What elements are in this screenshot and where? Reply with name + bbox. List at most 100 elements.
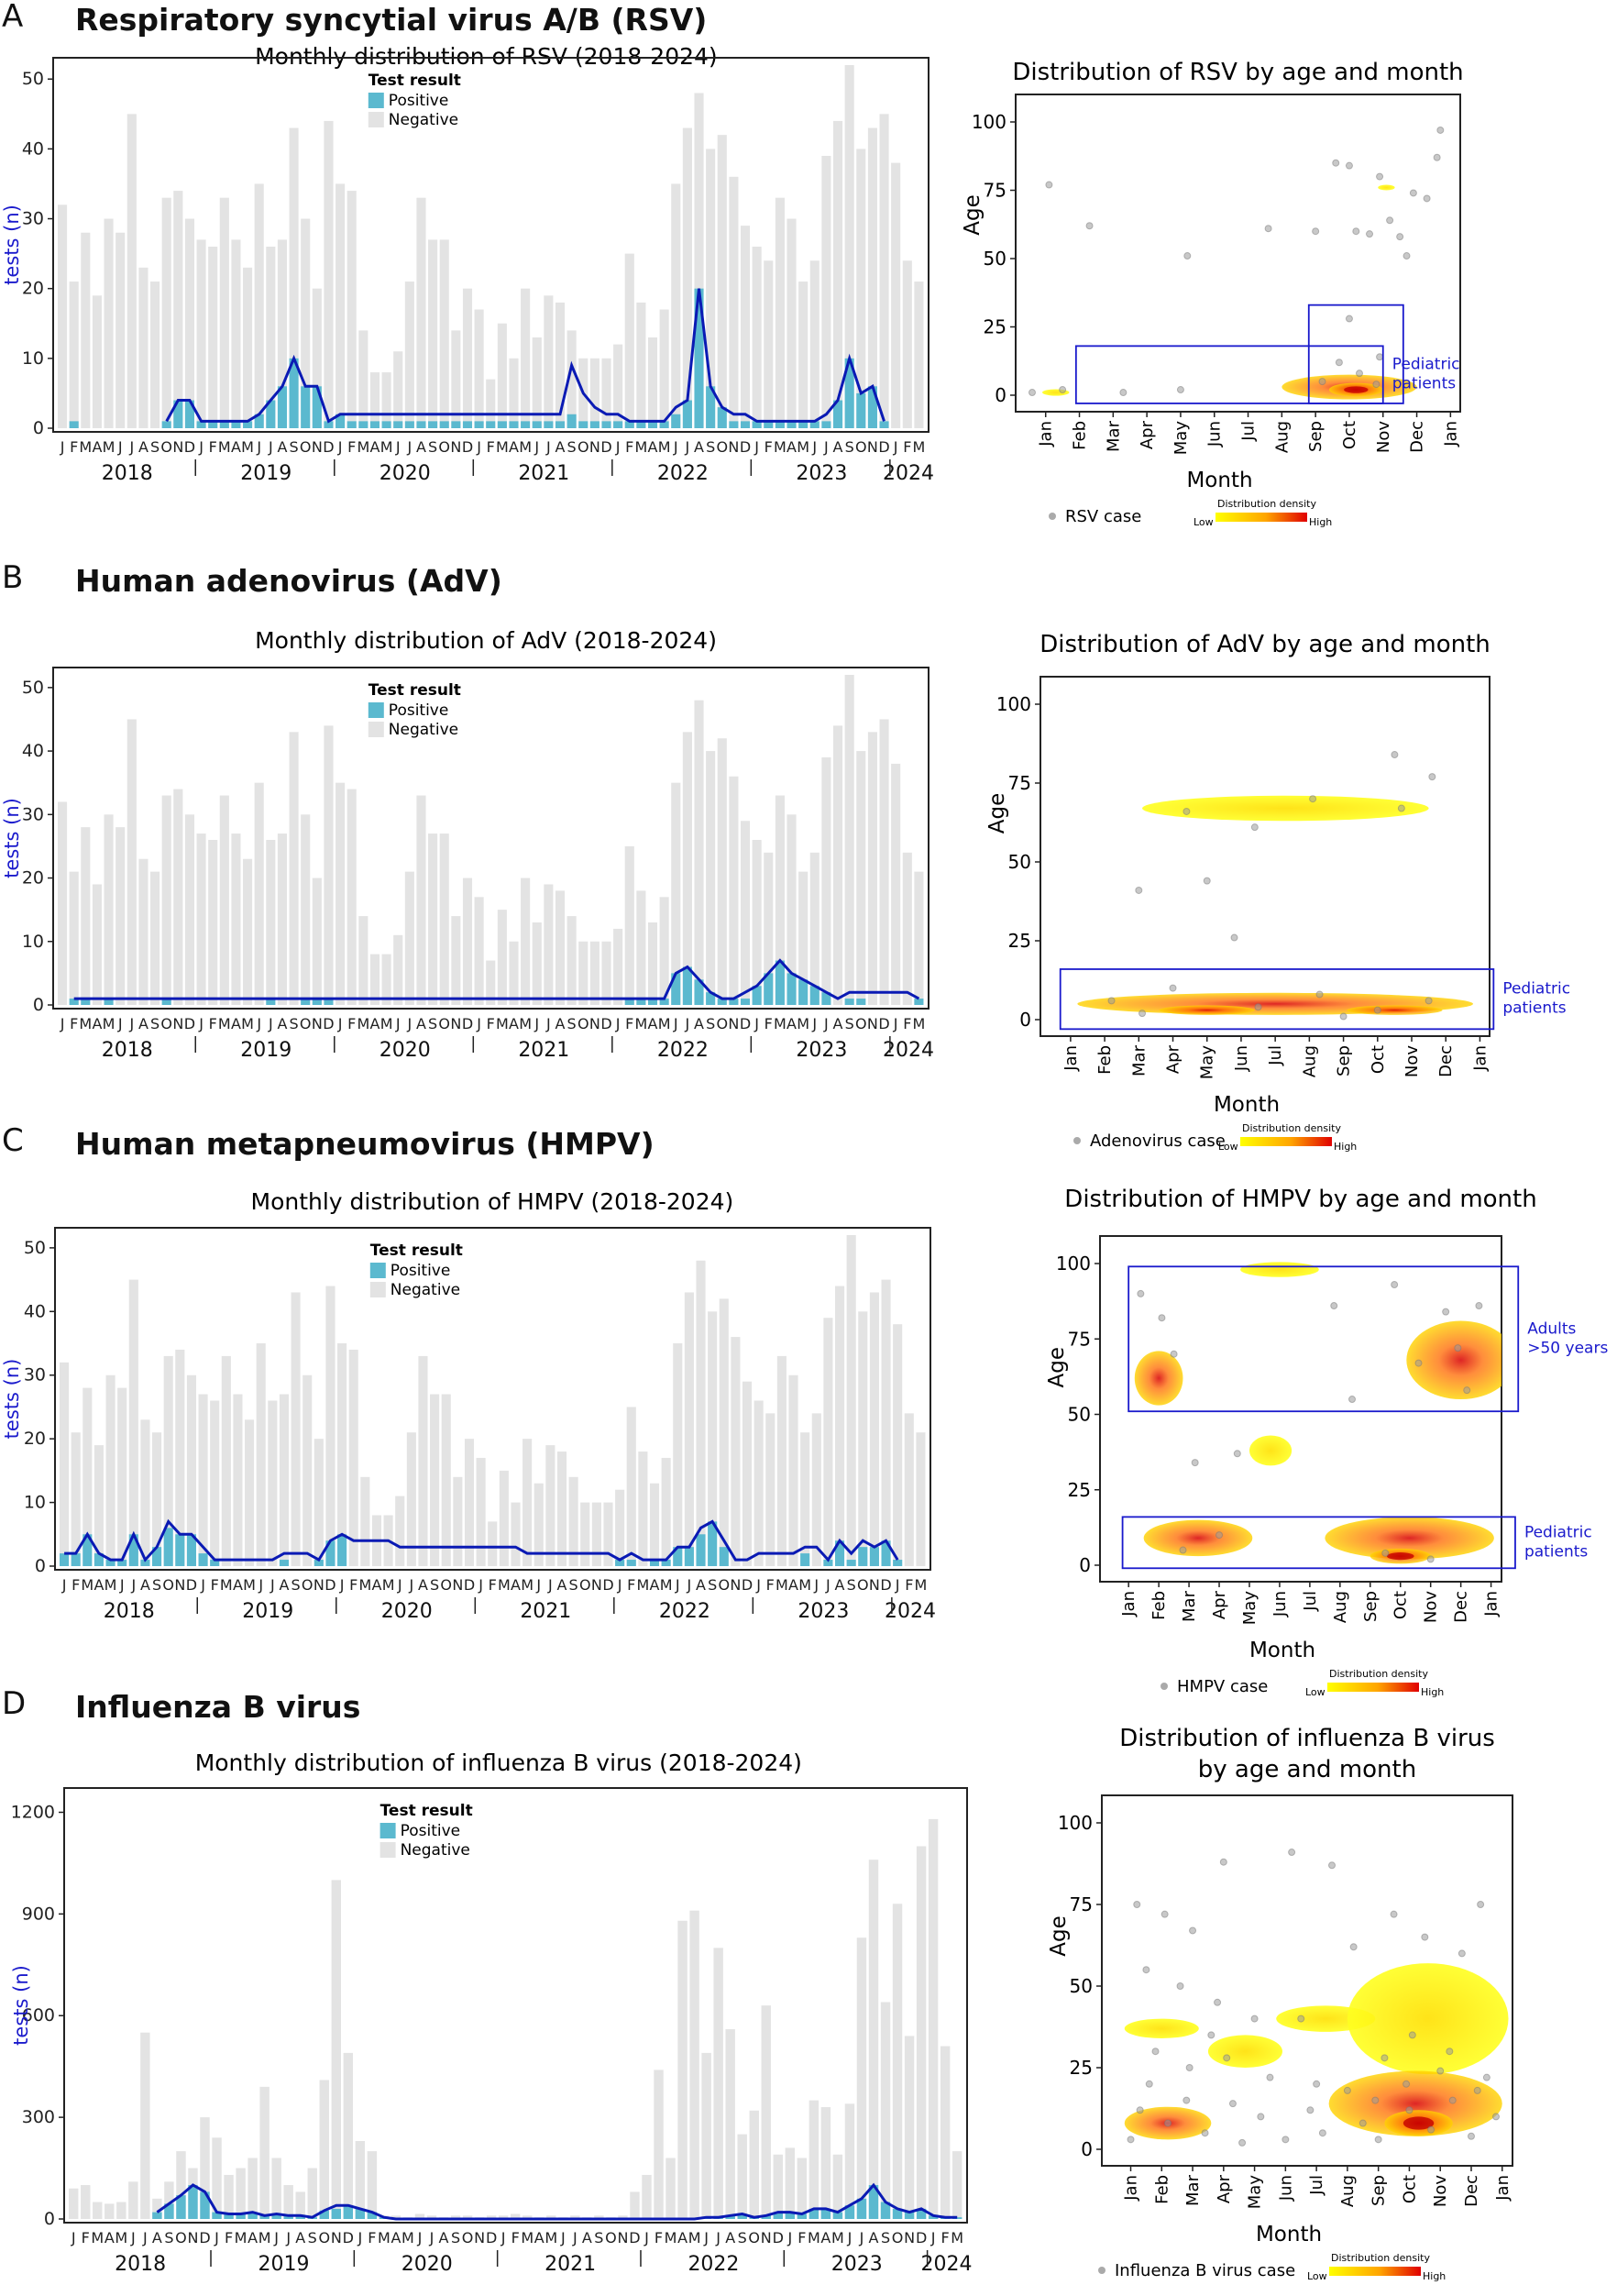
x-month-label: F (903, 438, 911, 456)
bar-positive (198, 1553, 208, 1566)
bar-negative (717, 738, 727, 1005)
x-month-label: A (694, 1015, 704, 1032)
x-year-label: 2021 (518, 1039, 569, 1062)
bar-positive (140, 1560, 150, 1566)
bar-negative (649, 1483, 660, 1566)
bar-positive (200, 2191, 210, 2219)
x-month-label: O (162, 1576, 174, 1594)
month-tick-label: Nov (1422, 1591, 1441, 1623)
bar-positive (566, 414, 577, 428)
x-month-label: A (231, 1015, 241, 1032)
x-month-label: J (754, 438, 759, 456)
bar-negative (476, 1457, 486, 1566)
x-month-label: M (243, 1576, 256, 1594)
bar-negative (797, 2158, 808, 2219)
x-year-label: 2021 (518, 462, 569, 485)
case-point (1266, 2073, 1274, 2081)
bar-positive (659, 999, 669, 1005)
x-month-label: M (115, 2229, 127, 2246)
bar-positive (823, 1560, 833, 1566)
x-month-label: M (380, 1015, 393, 1032)
case-point (1402, 252, 1411, 260)
case-point (1257, 2113, 1265, 2121)
density-blob-core (1386, 1552, 1414, 1561)
bar-negative (916, 1846, 927, 2219)
bar-negative (208, 247, 218, 428)
x-month-label: O (748, 2229, 760, 2246)
bar-negative (295, 2191, 305, 2219)
bar-negative (869, 1292, 879, 1566)
x-month-label: F (72, 1576, 80, 1594)
bar-positive (752, 986, 762, 1005)
x-year-label: 2020 (402, 2253, 453, 2276)
bar-negative (210, 1400, 220, 1566)
case-point (1423, 194, 1431, 203)
x-year-label: 2023 (831, 2253, 883, 2276)
bar-positive (624, 999, 634, 1005)
x-month-label: J (859, 2229, 864, 2246)
bar-negative (404, 281, 414, 428)
x-year-label: 2022 (688, 2253, 739, 2276)
case-point (1473, 2086, 1481, 2094)
case-point (1189, 1926, 1197, 1935)
scatter-plot-frame (1040, 676, 1490, 1037)
bar-negative (451, 330, 461, 428)
x-month-label: J (273, 2229, 279, 2246)
bar-negative (428, 239, 438, 428)
bar-negative (486, 2215, 497, 2219)
bar-negative (301, 218, 311, 428)
bar-chart-d: Monthly distribution of influenza B viru… (10, 1750, 972, 2276)
age-month-chart-c: Distribution of HMPV by age and month 0 25… (1045, 1186, 1608, 1698)
bar-negative (150, 871, 160, 1005)
bar-positive (60, 1553, 70, 1566)
bar-negative (820, 2107, 831, 2219)
x-month-label: D (740, 1015, 751, 1032)
x-month-label: J (813, 1576, 819, 1594)
bar-positive (717, 999, 727, 1005)
bar-positive (186, 1534, 196, 1566)
case-point (1028, 389, 1036, 397)
case-point (1201, 2129, 1209, 2137)
x-month-label: D (740, 438, 751, 456)
y-tick-label: 20 (22, 868, 44, 889)
bar-negative (589, 941, 600, 1005)
bar-positive (880, 2202, 891, 2219)
bar-negative (117, 1387, 127, 1566)
bar-positive (832, 2212, 843, 2219)
bar-positive (277, 386, 288, 428)
x-year-label: 2020 (380, 462, 431, 485)
x-month-label: J (130, 2229, 136, 2246)
x-month-label: D (186, 1576, 197, 1594)
month-tick-label: Jul (1301, 1591, 1320, 1612)
age-month-chart-d: Distribution of influenza B virus by age … (1047, 1725, 1513, 2282)
bar-negative (319, 2080, 329, 2219)
bar-negative (259, 2086, 270, 2219)
x-month-label: N (589, 438, 600, 456)
month-tick-label: Apr (1210, 1590, 1229, 1619)
x-month-label: J (811, 1015, 817, 1032)
bar-negative (764, 852, 774, 1005)
bar-positive (231, 421, 241, 428)
bar-negative (390, 2215, 402, 2219)
case-point (1107, 997, 1116, 1005)
x-month-label: D (323, 438, 334, 456)
case-point (1158, 1314, 1166, 1322)
bar-negative (846, 1235, 856, 1566)
bar-positive (331, 2208, 342, 2219)
x-month-label: J (256, 438, 261, 456)
month-tick-label: May (1172, 421, 1191, 456)
month-tick-label: Mar (1183, 2174, 1203, 2206)
bar-negative (60, 1362, 70, 1566)
case-point (1390, 1910, 1398, 1918)
highlight-box-label: Adults (1527, 1319, 1576, 1338)
bar-negative (367, 2151, 378, 2219)
scatter-x-axis-label: Month (1214, 1093, 1280, 1117)
case-point (1345, 161, 1353, 170)
x-month-label: N (172, 1015, 183, 1032)
bar-negative (343, 2052, 354, 2219)
x-month-label: M (634, 1015, 647, 1032)
legend-positive-swatch (368, 93, 384, 108)
bar-negative (453, 1476, 463, 1566)
bar-negative (544, 884, 554, 1005)
case-point (1477, 1901, 1485, 1908)
